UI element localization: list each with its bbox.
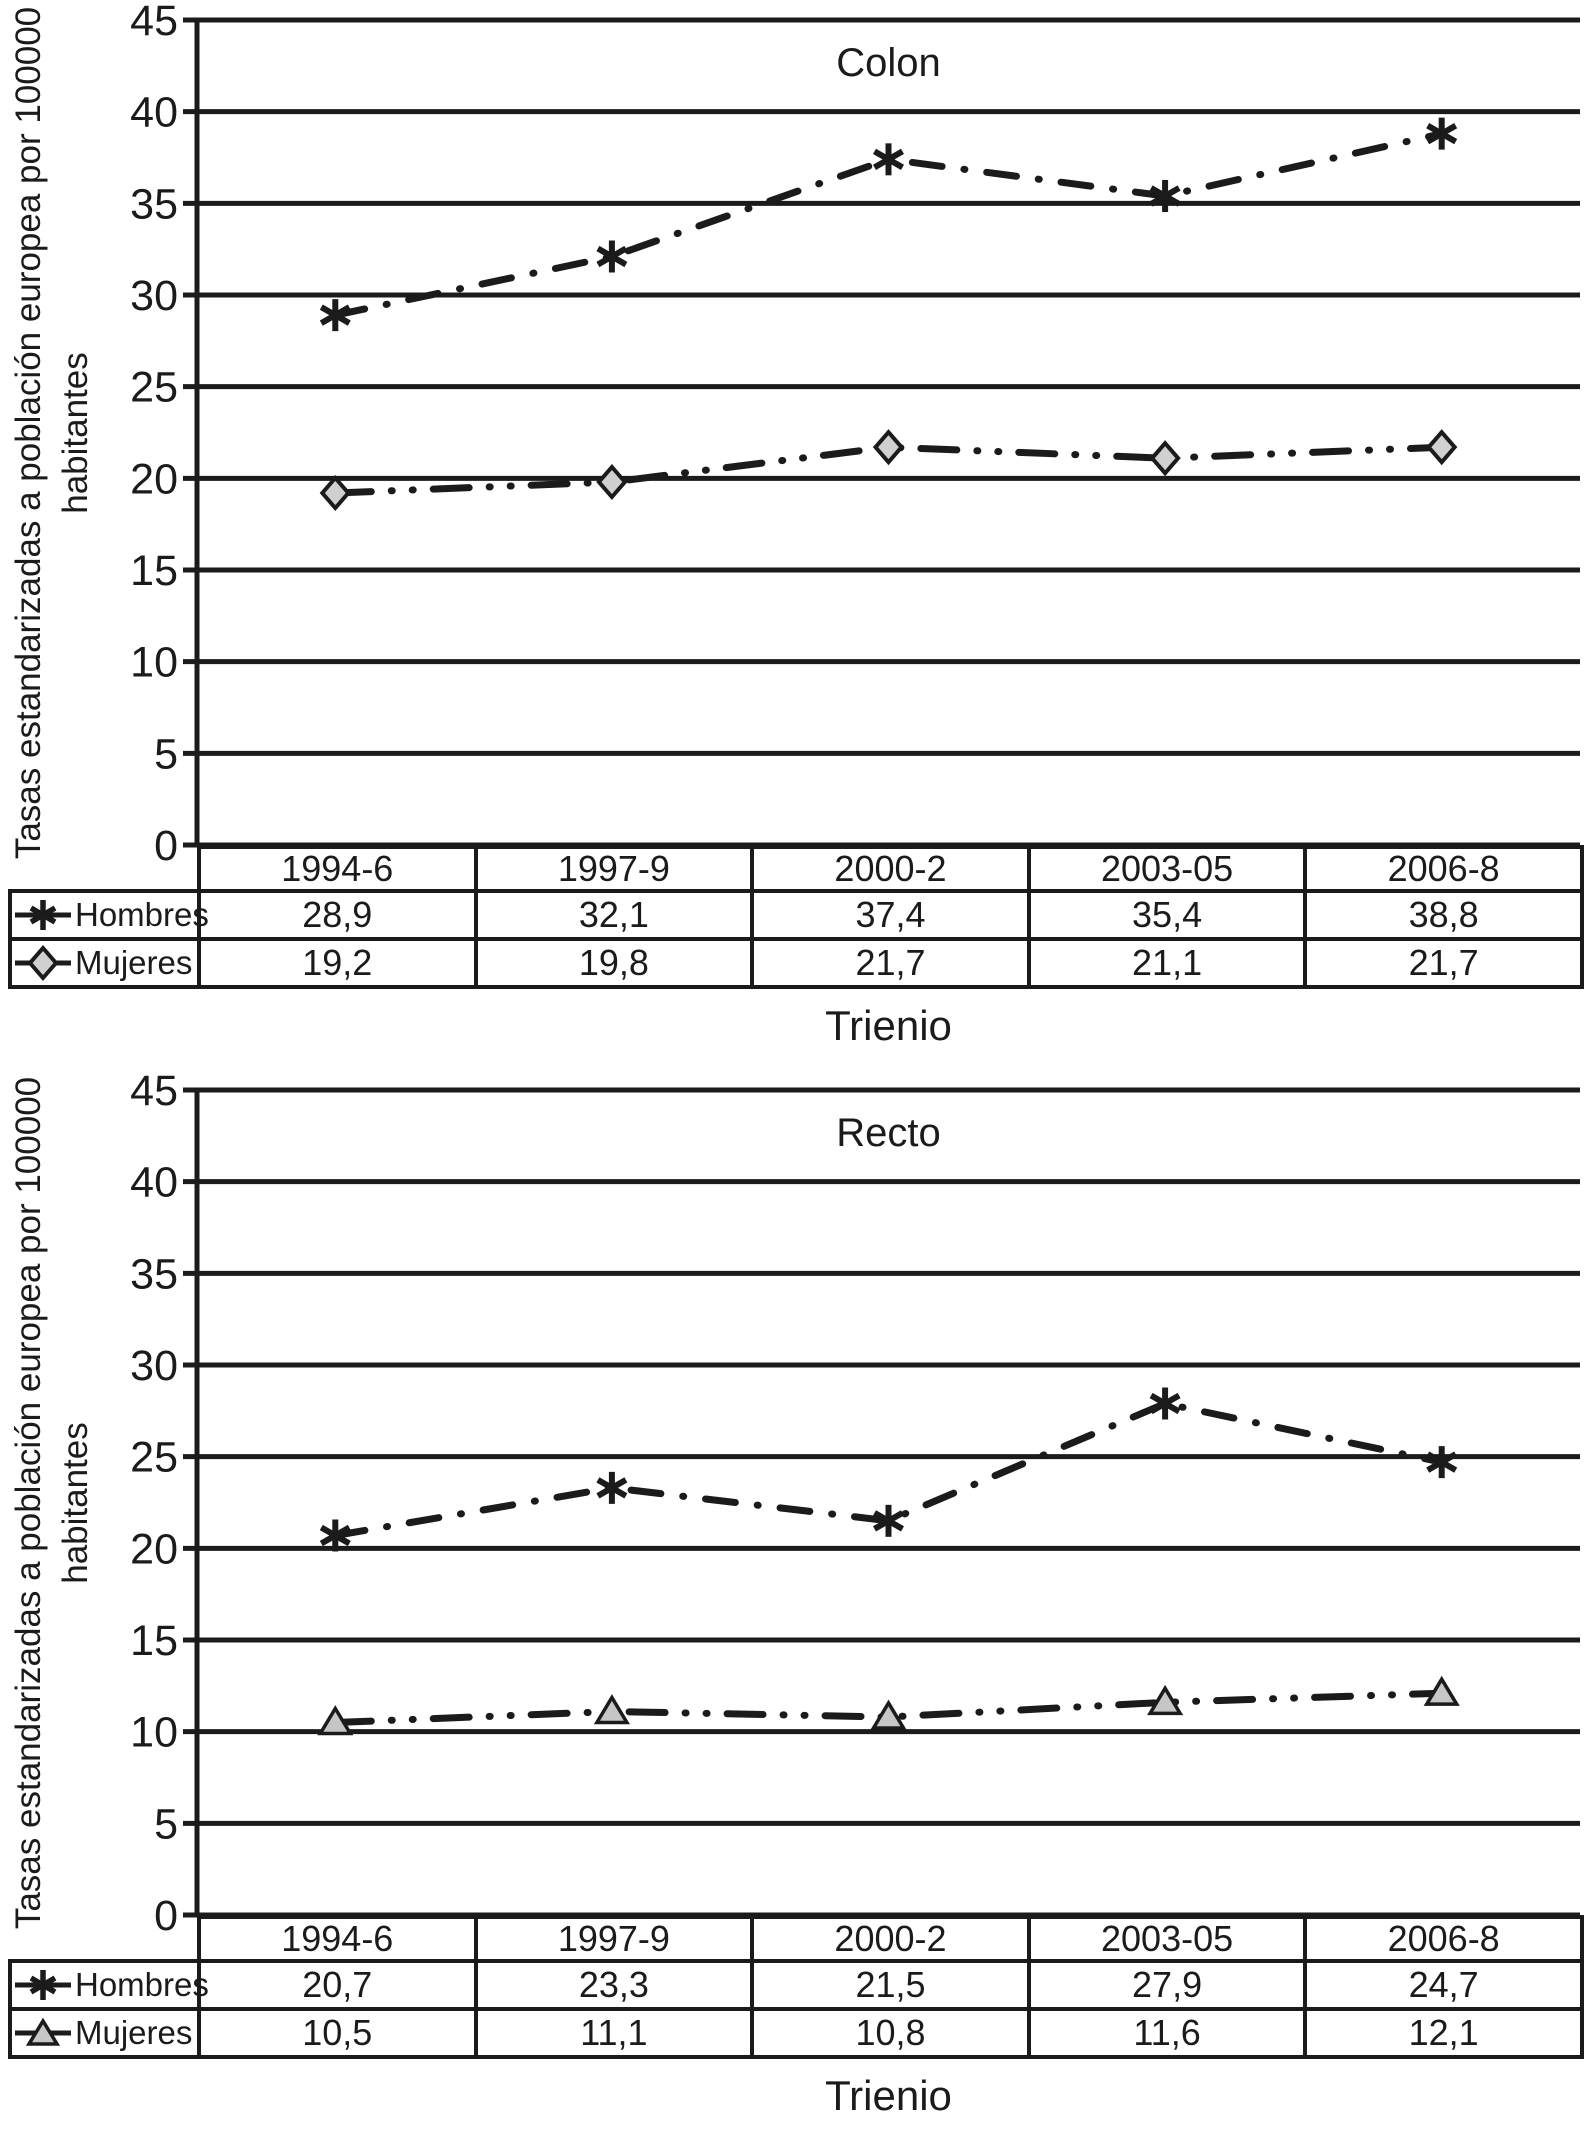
value-cell: 21,7 bbox=[750, 937, 1031, 989]
table-corner-cell bbox=[10, 1917, 199, 1961]
value-cell: 27,9 bbox=[1026, 1959, 1308, 2011]
marker-asterisk-hombres-0 bbox=[319, 1519, 351, 1552]
category-cell: 2006-8 bbox=[1303, 845, 1584, 893]
legend-marker-icon-asterisk bbox=[15, 900, 71, 930]
category-cell: 2003-05 bbox=[1026, 1915, 1308, 1963]
legend-cell-hombres: Hombres bbox=[8, 889, 209, 941]
marker-asterisk-hombres-4 bbox=[1426, 117, 1458, 150]
legend-cell-mujeres: Mujeres bbox=[8, 937, 201, 989]
value-cell: 19,2 bbox=[197, 937, 478, 989]
value-cell: 37,4 bbox=[750, 889, 1031, 941]
value-cell: 38,8 bbox=[1303, 889, 1584, 941]
marker-diamond-mujeres-1 bbox=[596, 463, 628, 501]
marker-triangle-mujeres-1 bbox=[593, 1694, 630, 1725]
chart-title: Colon bbox=[836, 41, 941, 85]
plot-area: 0 5 10 15 20 25 30 35 40 45 Recto bbox=[130, 1070, 1580, 1940]
table-corner-cell bbox=[10, 847, 199, 891]
value-cell: 12,1 bbox=[1303, 2007, 1584, 2059]
marker-asterisk-hombres-1 bbox=[596, 240, 628, 273]
data-table: 1994-6 1997-9 2000-2 2003-05 2006-8 Hombres 28… bbox=[8, 845, 1584, 989]
y-tick-label: 45 bbox=[130, 0, 178, 45]
chart-section: Tasas estandarizadas a población europea… bbox=[0, 1070, 1587, 2130]
value-cell: 20,7 bbox=[197, 1959, 478, 2011]
category-cell: 2000-2 bbox=[750, 845, 1031, 893]
marker-diamond-mujeres-4 bbox=[1426, 429, 1458, 466]
data-table: 1994-6 1997-9 2000-2 2003-05 2006-8 Hombres 20… bbox=[8, 1915, 1584, 2059]
category-cell: 1994-6 bbox=[197, 845, 478, 893]
marker-diamond-mujeres-0 bbox=[319, 474, 351, 512]
category-cell: 1997-9 bbox=[473, 1915, 755, 1963]
marker-triangle-mujeres-2 bbox=[870, 1699, 907, 1730]
category-cell: 2006-8 bbox=[1303, 1915, 1584, 1963]
value-cell: 11,6 bbox=[1026, 2007, 1308, 2059]
legend-label: Mujeres bbox=[75, 2014, 193, 2051]
y-tick-label: 40 bbox=[130, 1159, 178, 1207]
value-cell: 28,9 bbox=[197, 889, 478, 941]
value-cell: 24,7 bbox=[1303, 1959, 1584, 2011]
y-tick-label: 20 bbox=[130, 455, 178, 503]
marker-triangle-mujeres-0 bbox=[317, 1705, 354, 1736]
marker-triangle-mujeres-3 bbox=[1147, 1684, 1184, 1716]
x-axis-title: Trienio bbox=[825, 2072, 952, 2119]
y-tick-label: 20 bbox=[130, 1525, 178, 1573]
category-cell: 2000-2 bbox=[750, 1915, 1031, 1963]
legend-cell-hombres: Hombres bbox=[8, 1959, 209, 2011]
y-tick-label: 0 bbox=[154, 1892, 178, 1940]
plot-area: 0 5 10 15 20 25 30 35 40 45 Colon bbox=[130, 0, 1580, 870]
y-tick-label: 25 bbox=[130, 1434, 178, 1482]
legend-marker-icon-triangle bbox=[15, 2017, 71, 2046]
chart-title: Recto bbox=[836, 1111, 941, 1155]
y-tick-label: 30 bbox=[130, 1342, 178, 1390]
y-tick-label: 0 bbox=[154, 822, 178, 870]
value-cell: 10,8 bbox=[750, 2007, 1031, 2059]
value-cell: 21,7 bbox=[1303, 937, 1584, 989]
category-cell: 2003-05 bbox=[1026, 845, 1308, 893]
marker-triangle-mujeres-4 bbox=[1423, 1675, 1460, 1706]
marker-asterisk-hombres-2 bbox=[873, 143, 904, 176]
y-tick-label: 40 bbox=[130, 89, 178, 137]
value-cell: 21,5 bbox=[750, 1959, 1031, 2011]
y-tick-label: 5 bbox=[154, 1800, 178, 1848]
value-cell: 11,1 bbox=[473, 2007, 755, 2059]
y-tick-label: 15 bbox=[130, 547, 178, 595]
series-line-hombres bbox=[331, 1400, 1446, 1539]
value-cell: 35,4 bbox=[1026, 889, 1308, 941]
value-cell: 10,5 bbox=[197, 2007, 478, 2059]
legend-label: Hombres bbox=[75, 1966, 209, 2003]
legend-marker-icon-asterisk bbox=[15, 1970, 71, 2000]
marker-asterisk-hombres-4 bbox=[1426, 1446, 1458, 1479]
legend-label: Mujeres bbox=[75, 944, 193, 981]
y-tick-label: 15 bbox=[130, 1617, 178, 1665]
category-cell: 1997-9 bbox=[473, 845, 755, 893]
marker-asterisk-hombres-2 bbox=[873, 1504, 904, 1537]
y-tick-label: 35 bbox=[130, 1250, 178, 1298]
marker-asterisk-hombres-3 bbox=[1149, 1387, 1181, 1420]
marker-asterisk-hombres-3 bbox=[1149, 180, 1181, 212]
category-cell: 1994-6 bbox=[197, 1915, 478, 1963]
y-tick-label: 35 bbox=[130, 180, 178, 228]
value-cell: 21,1 bbox=[1026, 937, 1308, 989]
y-tick-label: 10 bbox=[130, 1709, 178, 1757]
y-tick-label: 10 bbox=[130, 639, 178, 687]
y-tick-label: 5 bbox=[154, 730, 178, 778]
chart-section: Tasas estandarizadas a población europea… bbox=[0, 0, 1587, 1060]
value-cell: 23,3 bbox=[473, 1959, 755, 2011]
marker-asterisk-hombres-1 bbox=[596, 1471, 628, 1504]
marker-diamond-mujeres-3 bbox=[1149, 440, 1181, 477]
value-cell: 32,1 bbox=[473, 889, 755, 941]
y-tick-label: 25 bbox=[130, 364, 178, 412]
legend-cell-mujeres: Mujeres bbox=[8, 2007, 201, 2059]
marker-asterisk-hombres-0 bbox=[319, 299, 351, 332]
legend-label: Hombres bbox=[75, 896, 209, 933]
legend-marker-icon-diamond bbox=[15, 944, 71, 982]
x-axis-title: Trienio bbox=[825, 1002, 952, 1049]
y-tick-label: 45 bbox=[130, 1070, 178, 1115]
value-cell: 19,8 bbox=[473, 937, 755, 989]
marker-diamond-mujeres-2 bbox=[872, 429, 905, 466]
y-tick-label: 30 bbox=[130, 272, 178, 320]
